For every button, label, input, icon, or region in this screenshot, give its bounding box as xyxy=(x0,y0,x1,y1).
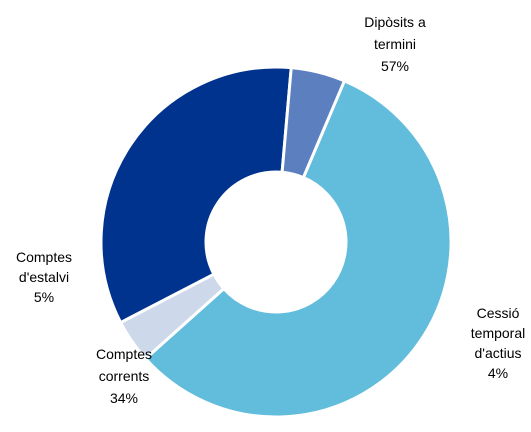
slice-label-line: Dipòsits a xyxy=(364,14,426,30)
slice-diposits-a-termini xyxy=(144,79,453,419)
labels-layer: Dipòsits a termini 57% Cessió temporal d'acti… xyxy=(16,14,525,406)
slice-label-line: 57% xyxy=(381,58,409,74)
slice-label-line: d'actius xyxy=(474,345,521,361)
slice-comptes-d-estalvi xyxy=(280,66,346,180)
slice-label-line: Comptes xyxy=(96,346,152,362)
slice-label-line: 4% xyxy=(488,365,508,381)
slice-label-line: d'estalvi xyxy=(19,269,69,285)
slice-label-comptes-d-estalvi: Comptes d'estalvi 5% xyxy=(16,249,72,305)
slice-label-line: corrents xyxy=(99,368,150,384)
slice-comptes-corrents xyxy=(99,65,293,325)
slice-label-line: 34% xyxy=(110,390,138,406)
slice-label-line: termini xyxy=(374,36,416,52)
slice-label-line: 5% xyxy=(34,289,54,305)
slice-label-comptes-corrents: Comptes corrents 34% xyxy=(96,346,152,406)
slice-label-cessio-temporal-d-actius: Cessió temporal d'actius 4% xyxy=(471,305,525,381)
slice-label-line: Cessió xyxy=(477,305,520,321)
slice-label-diposits-a-termini: Dipòsits a termini 57% xyxy=(364,14,426,74)
slices-layer xyxy=(99,65,453,419)
slice-label-line: temporal xyxy=(471,325,525,341)
slice-label-line: Comptes xyxy=(16,249,72,265)
